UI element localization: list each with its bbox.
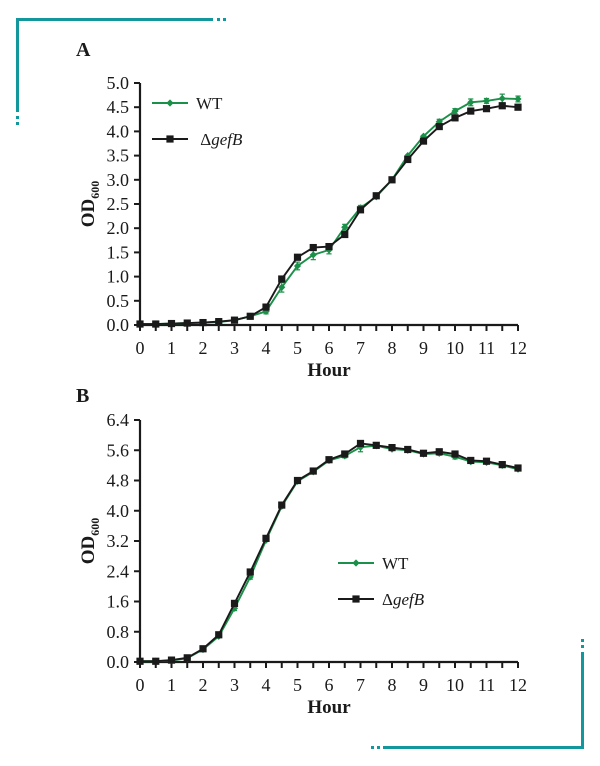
panel-b-y-axis-title: OD600 — [78, 517, 102, 565]
legend-entry-mutant: ΔgefB — [336, 587, 424, 611]
svg-text:4.0: 4.0 — [107, 501, 130, 521]
panel-b-legend: WT ΔgefB — [336, 551, 424, 623]
wt-legend-marker — [152, 99, 188, 107]
svg-text:0: 0 — [136, 675, 145, 695]
svg-text:0: 0 — [136, 338, 145, 358]
panel-b-x-axis-title: Hour — [307, 697, 351, 718]
svg-text:0.0: 0.0 — [107, 315, 130, 335]
svg-text:1.5: 1.5 — [107, 242, 130, 262]
svg-text:1.0: 1.0 — [107, 267, 130, 287]
svg-text:0.8: 0.8 — [107, 622, 130, 642]
legend-entry-mutant: ΔgefB — [150, 127, 242, 151]
corner-mark-left-dot — [16, 116, 19, 119]
svg-text:10: 10 — [446, 338, 464, 358]
svg-text:7: 7 — [356, 338, 365, 358]
svg-text:12: 12 — [509, 338, 527, 358]
svg-text:0.5: 0.5 — [107, 291, 130, 311]
panel-a-legend: WT ΔgefB — [150, 91, 242, 163]
svg-text:6: 6 — [325, 675, 334, 695]
corner-mark-right-dot — [581, 645, 584, 648]
corner-mark-right-dot — [581, 639, 584, 642]
svg-text:6.4: 6.4 — [107, 410, 130, 430]
svg-text:2: 2 — [199, 675, 208, 695]
panel-a-label: A — [76, 39, 91, 61]
corner-mark-bottom-dot — [377, 746, 380, 749]
svg-text:6: 6 — [325, 338, 334, 358]
svg-text:7: 7 — [356, 675, 365, 695]
corner-mark-left-dot — [16, 122, 19, 125]
svg-text:12: 12 — [509, 675, 527, 695]
panel-a-y-axis-title: OD600 — [78, 180, 102, 228]
panel-b-label: B — [76, 385, 90, 407]
corner-mark-bottom-right-vertical — [581, 652, 584, 749]
svg-text:5.6: 5.6 — [107, 440, 130, 460]
svg-text:2.5: 2.5 — [107, 194, 130, 214]
mutant-legend-marker — [338, 595, 374, 603]
svg-text:11: 11 — [478, 675, 495, 695]
panel-a-x-axis-title: Hour — [307, 360, 351, 381]
legend-label-mutant: ΔgefB — [200, 129, 243, 149]
svg-text:1.6: 1.6 — [107, 592, 130, 612]
svg-text:8: 8 — [388, 675, 397, 695]
svg-text:8: 8 — [388, 338, 397, 358]
svg-text:3.2: 3.2 — [107, 531, 130, 551]
svg-text:3: 3 — [230, 338, 239, 358]
svg-text:11: 11 — [478, 338, 495, 358]
svg-text:9: 9 — [419, 675, 428, 695]
corner-mark-bottom-right-horizontal — [383, 746, 584, 749]
svg-text:4.8: 4.8 — [107, 471, 130, 491]
svg-text:2: 2 — [199, 338, 208, 358]
legend-entry-wt: WT — [336, 551, 424, 575]
svg-text:0.0: 0.0 — [107, 652, 130, 672]
svg-text:9: 9 — [419, 338, 428, 358]
svg-text:3: 3 — [230, 675, 239, 695]
corner-mark-bottom-dot — [371, 746, 374, 749]
svg-text:4.5: 4.5 — [107, 97, 130, 117]
svg-text:5.0: 5.0 — [107, 73, 130, 93]
svg-text:4.0: 4.0 — [107, 121, 130, 141]
svg-text:4: 4 — [262, 675, 271, 695]
legend-label-mutant: ΔgefB — [382, 589, 425, 609]
svg-text:4: 4 — [262, 338, 271, 358]
svg-text:1: 1 — [167, 675, 176, 695]
svg-text:3.5: 3.5 — [107, 146, 130, 166]
svg-text:5: 5 — [293, 338, 302, 358]
svg-text:3.0: 3.0 — [107, 170, 130, 190]
corner-mark-top-left-horizontal — [16, 18, 213, 21]
mutant-legend-marker — [152, 135, 188, 143]
corner-mark-top-dot — [217, 18, 220, 21]
svg-text:2.0: 2.0 — [107, 218, 130, 238]
corner-mark-top-left-vertical — [16, 18, 19, 112]
svg-text:5: 5 — [293, 675, 302, 695]
svg-text:10: 10 — [446, 675, 464, 695]
svg-text:2.4: 2.4 — [107, 561, 130, 581]
legend-label-wt: WT — [382, 553, 409, 573]
svg-text:1: 1 — [167, 338, 176, 358]
wt-legend-marker — [338, 559, 374, 567]
legend-label-wt: WT — [196, 93, 223, 113]
legend-entry-wt: WT — [150, 91, 242, 115]
corner-mark-top-dot — [223, 18, 226, 21]
